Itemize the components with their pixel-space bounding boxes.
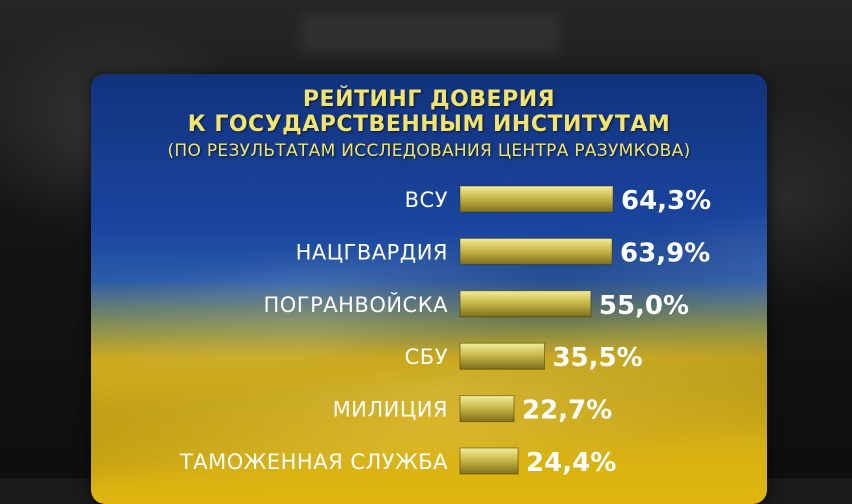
- chart-title-line-2: К ГОСУДАРСТВЕННЫМ ИНСТИТУТАМ: [187, 112, 671, 137]
- value-label: 55,0%: [599, 291, 689, 321]
- bars-group: ВСУ 64,3% НАЦГВАРДИЯ 63,9% ПОГРАНВОЙСКА 55,0%…: [179, 185, 711, 478]
- chart-subtitle: (ПО РЕЗУЛЬТАТАМ ИССЛЕДОВАНИЯ ЦЕНТРА РАЗУ…: [167, 141, 691, 161]
- category-label: НАЦГВАРДИЯ: [296, 240, 448, 264]
- category-label: ВСУ: [405, 188, 448, 212]
- bar: [459, 395, 515, 423]
- chart-panel: [91, 74, 767, 504]
- value-label: 24,4%: [526, 448, 616, 478]
- bar: [459, 342, 545, 370]
- chart-title-line-1: РЕЙТИНГ ДОВЕРИЯ: [302, 87, 556, 112]
- bar-chart: ВСУ 64,3% НАЦГВАРДИЯ 63,9% ПОГРАНВОЙСКА 55,0%…: [179, 185, 711, 478]
- category-label: ТАМОЖЕННАЯ СЛУЖБА: [179, 450, 448, 474]
- bar: [459, 447, 519, 475]
- value-label: 35,5%: [552, 343, 642, 373]
- value-label: 22,7%: [522, 396, 612, 426]
- category-label: ПОГРАНВОЙСКА: [263, 292, 448, 317]
- bar: [459, 237, 613, 265]
- category-label: МИЛИЦИЯ: [333, 398, 448, 422]
- background-blur: [300, 14, 560, 54]
- category-label: СБУ: [405, 345, 448, 369]
- bar: [459, 185, 614, 213]
- bar: [459, 290, 592, 318]
- value-label: 63,9%: [620, 238, 710, 268]
- value-label: 64,3%: [621, 186, 711, 216]
